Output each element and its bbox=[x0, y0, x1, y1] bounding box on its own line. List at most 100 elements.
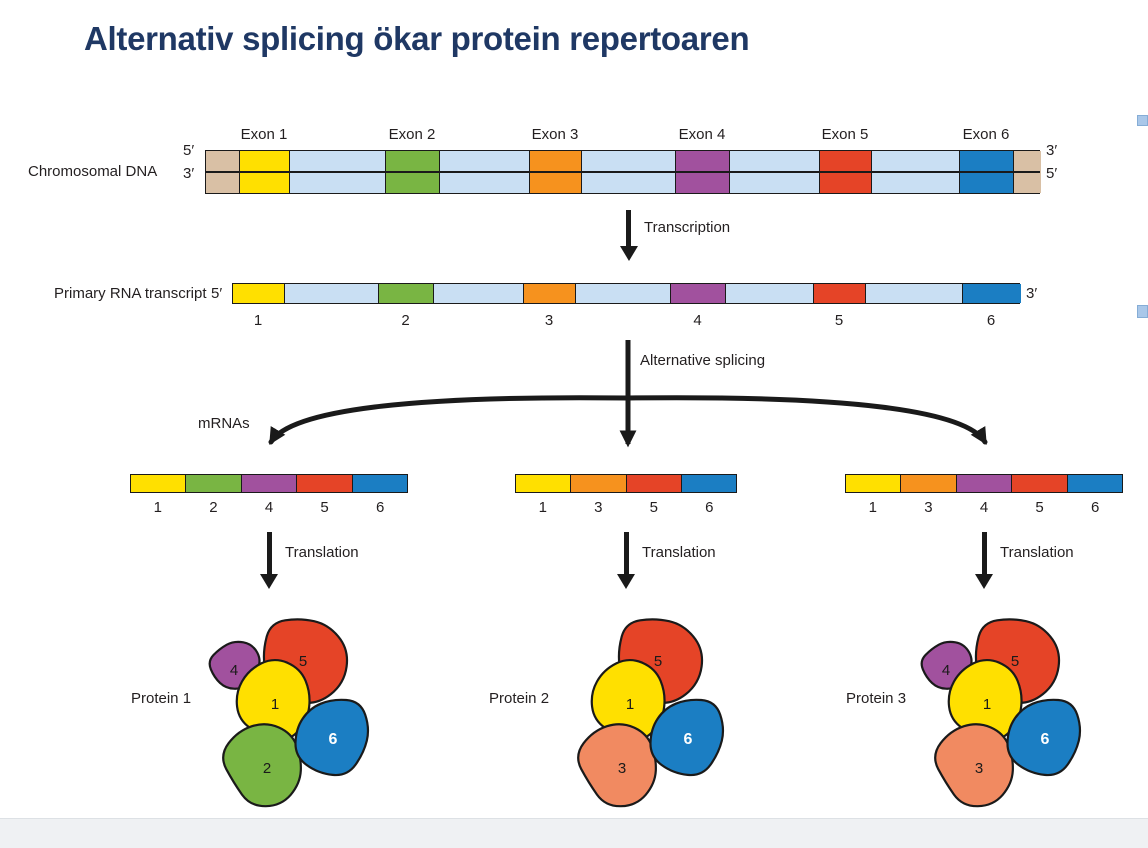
splice-arrow-right bbox=[625, 395, 988, 445]
exon-segment bbox=[963, 284, 1021, 303]
intron-segment bbox=[434, 284, 524, 303]
protein-label: Protein 3 bbox=[846, 690, 907, 707]
mrna-bar bbox=[515, 474, 737, 493]
translation-arrow bbox=[266, 532, 272, 574]
translation-label: Translation bbox=[642, 544, 716, 561]
mrna-column: 1 3 5 6 Translation bbox=[515, 474, 737, 574]
protein-subunit bbox=[1006, 698, 1082, 777]
subunit-number: 2 bbox=[263, 760, 271, 777]
mrna-nums: 1 2 4 5 6 bbox=[130, 499, 408, 516]
mrnas-label: mRNAs bbox=[198, 415, 250, 432]
protein-illustration: 5 1 3 6 bbox=[577, 618, 725, 808]
dna-row-label: Chromosomal DNA bbox=[28, 163, 158, 180]
mrna-exon-number: 6 bbox=[705, 499, 714, 516]
scrollbar-fragment[interactable] bbox=[1137, 115, 1148, 126]
translation-label: Translation bbox=[1000, 544, 1074, 561]
mrna-exon-segment bbox=[1067, 475, 1123, 492]
subunit-number: 1 bbox=[271, 696, 279, 713]
mrna-exon-number: 3 bbox=[924, 499, 933, 516]
intron-segment bbox=[576, 284, 671, 303]
mrna-exon-segment bbox=[956, 475, 1013, 492]
intron-segment bbox=[866, 284, 963, 303]
rna-5prime: 5′ bbox=[211, 285, 223, 302]
mrna-exon-number: 5 bbox=[320, 499, 329, 516]
mrna-exon-number: 6 bbox=[1091, 499, 1100, 516]
subunit-number: 3 bbox=[975, 760, 983, 777]
exon-label: Exon 3 bbox=[531, 126, 579, 143]
scrollbar-fragment[interactable] bbox=[1137, 305, 1148, 318]
protein-subunit bbox=[649, 698, 725, 777]
mrna-exon-number: 1 bbox=[538, 499, 547, 516]
dna-5prime-left: 5′ bbox=[183, 142, 195, 159]
exon-number: 6 bbox=[986, 312, 996, 329]
mrna-exon-segment bbox=[1012, 475, 1068, 492]
mrna-exon-number: 5 bbox=[1035, 499, 1044, 516]
footer-band bbox=[0, 818, 1148, 848]
exon-number: 4 bbox=[693, 312, 702, 329]
protein-label: Protein 2 bbox=[489, 690, 550, 707]
mrna-bar bbox=[845, 474, 1123, 493]
intron-segment bbox=[285, 284, 379, 303]
mrna-exon-segment bbox=[901, 475, 957, 492]
mrna-nums: 1 3 4 5 6 bbox=[845, 499, 1123, 516]
intron-segment bbox=[726, 284, 814, 303]
exon-label: Exon 6 bbox=[962, 126, 1010, 143]
mrna-exon-segment bbox=[571, 475, 627, 492]
exon-segment bbox=[524, 284, 576, 303]
dna-3prime-right: 3′ bbox=[1046, 142, 1058, 159]
subunit-number: 5 bbox=[654, 653, 662, 670]
rna-exon-numbers: 1 2 3 4 5 6 bbox=[232, 312, 1020, 332]
mrna-column: 1 3 4 5 6 Translation bbox=[845, 474, 1123, 574]
mrna-exon-segment bbox=[297, 475, 353, 492]
mrna-exon-number: 3 bbox=[594, 499, 603, 516]
exon-number: 3 bbox=[544, 312, 554, 329]
transcription-arrow bbox=[626, 210, 631, 246]
exon-number: 2 bbox=[401, 312, 410, 329]
mrna-exon-number: 4 bbox=[979, 499, 989, 516]
exon-number: 1 bbox=[253, 312, 263, 329]
alternative-splicing-label: Alternative splicing bbox=[640, 352, 766, 369]
mrna-exon-segment bbox=[626, 475, 682, 492]
exon-number: 5 bbox=[834, 312, 844, 329]
mrna-exon-segment bbox=[241, 475, 298, 492]
mrna-exon-segment bbox=[352, 475, 408, 492]
protein-subunit bbox=[294, 698, 370, 777]
mrna-exon-number: 2 bbox=[209, 499, 218, 516]
translation-label: Translation bbox=[285, 544, 359, 561]
dna-5prime-right: 5′ bbox=[1046, 165, 1058, 182]
protein-illustration: 4 5 1 3 6 bbox=[920, 618, 1082, 808]
mrna-exon-segment bbox=[681, 475, 736, 492]
rna-row-label: Primary RNA transcript bbox=[54, 285, 207, 302]
dna-3prime-left: 3′ bbox=[183, 165, 195, 182]
subunit-number: 5 bbox=[1011, 653, 1019, 670]
dna-strand-divider bbox=[205, 171, 1040, 173]
page-title: Alternativ splicing ökar protein reperto… bbox=[84, 20, 750, 57]
transcription-label: Transcription bbox=[644, 219, 731, 236]
mrna-exon-number: 4 bbox=[264, 499, 274, 516]
exon-segment bbox=[233, 284, 285, 303]
subunit-number: 6 bbox=[684, 731, 693, 748]
mrna-exon-number: 1 bbox=[153, 499, 162, 516]
subunit-number: 1 bbox=[626, 696, 634, 713]
exon-label: Exon 2 bbox=[388, 126, 436, 143]
protein-label: Protein 1 bbox=[131, 690, 192, 707]
mrna-bar bbox=[130, 474, 408, 493]
exon-label: Exon 5 bbox=[821, 126, 869, 143]
translation-arrow bbox=[623, 532, 629, 574]
exon-segment bbox=[814, 284, 866, 303]
mrna-exon-segment bbox=[516, 475, 572, 492]
subunit-number: 5 bbox=[299, 653, 307, 670]
subunit-number: 6 bbox=[1041, 731, 1050, 748]
mrna-exon-segment bbox=[186, 475, 242, 492]
alternative-splicing-branches bbox=[268, 340, 988, 448]
exon-label: Exon 1 bbox=[240, 126, 288, 143]
exon-segment bbox=[671, 284, 726, 303]
mrna-nums: 1 3 5 6 bbox=[515, 499, 737, 516]
exon-segment bbox=[379, 284, 434, 303]
rna-bar bbox=[232, 283, 1021, 304]
mrna-exon-segment bbox=[131, 475, 187, 492]
mrna-exon-number: 1 bbox=[868, 499, 877, 516]
mrna-column: 1 2 4 5 6 Translation bbox=[130, 474, 408, 574]
subunit-number: 4 bbox=[942, 662, 950, 679]
